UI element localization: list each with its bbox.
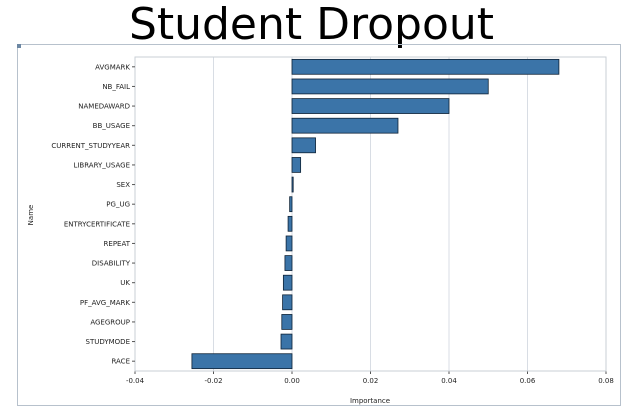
- bar-race: [191, 353, 293, 370]
- x-axis-label: Importance: [350, 397, 390, 405]
- bar-sex: [291, 176, 294, 193]
- plot-frame: [17, 44, 621, 406]
- x-tick-label: 0.02: [363, 377, 379, 385]
- x-tick-label: 0.08: [598, 377, 614, 385]
- y-tick-label: ENTRYCERTIFICATE: [64, 220, 130, 228]
- y-tick-label: DISABILITY: [92, 260, 131, 268]
- chart-title: Student Dropout: [128, 0, 495, 50]
- y-tick-label: SEX: [116, 181, 130, 189]
- bar-uk: [282, 274, 293, 291]
- bar-avgmark: [291, 58, 560, 75]
- bar-pf-avg-mark: [282, 294, 293, 311]
- y-tick-label: PF_AVG_MARK: [80, 299, 130, 307]
- y-axis-label: Name: [27, 205, 35, 226]
- bar-repeat: [285, 235, 293, 252]
- y-tick-label: BB_USAGE: [93, 122, 130, 130]
- y-tick-label: NB_FAIL: [102, 83, 130, 91]
- bar-pg-ug: [289, 196, 293, 213]
- bar-nb-fail: [291, 78, 489, 95]
- bar-entrycertificate: [287, 215, 293, 232]
- x-tick-label: 0.00: [284, 377, 300, 385]
- x-tick-label: -0.04: [126, 377, 145, 385]
- y-tick-label: AGEGROUP: [90, 318, 130, 326]
- plot-area-border: [134, 56, 607, 372]
- frame-corner-marker: [17, 44, 21, 48]
- y-tick-label: PG_UG: [106, 201, 130, 209]
- bar-studymode: [280, 333, 293, 350]
- y-tick-label: UK: [120, 279, 130, 287]
- y-tick-label: CURRENT_STUDYYEAR: [51, 142, 130, 150]
- bar-namedaward: [291, 98, 450, 114]
- x-tick-label: 0.04: [441, 377, 457, 385]
- y-tick-label: REPEAT: [104, 240, 131, 248]
- y-tick-label: AVGMARK: [95, 63, 130, 71]
- y-tick-label: LIBRARY_USAGE: [73, 161, 130, 169]
- y-tick-label: NAMEDAWARD: [78, 103, 130, 111]
- y-tick-label: RACE: [111, 358, 130, 366]
- bar-current-studyyear: [291, 137, 316, 154]
- bar-disability: [284, 255, 293, 271]
- bar-bb-usage: [291, 117, 399, 134]
- x-tick-label: -0.02: [204, 377, 222, 385]
- axes: -0.04 -0.02 0.00 0.02 0.04 0.06 0.08 AVGMARK NB_…: [51, 56, 614, 385]
- x-tick-label: 0.06: [520, 377, 536, 385]
- bar-library-usage: [291, 157, 302, 173]
- y-tick-label: STUDYMODE: [86, 338, 131, 346]
- bar-agegroup: [281, 314, 293, 330]
- bars: [191, 58, 560, 370]
